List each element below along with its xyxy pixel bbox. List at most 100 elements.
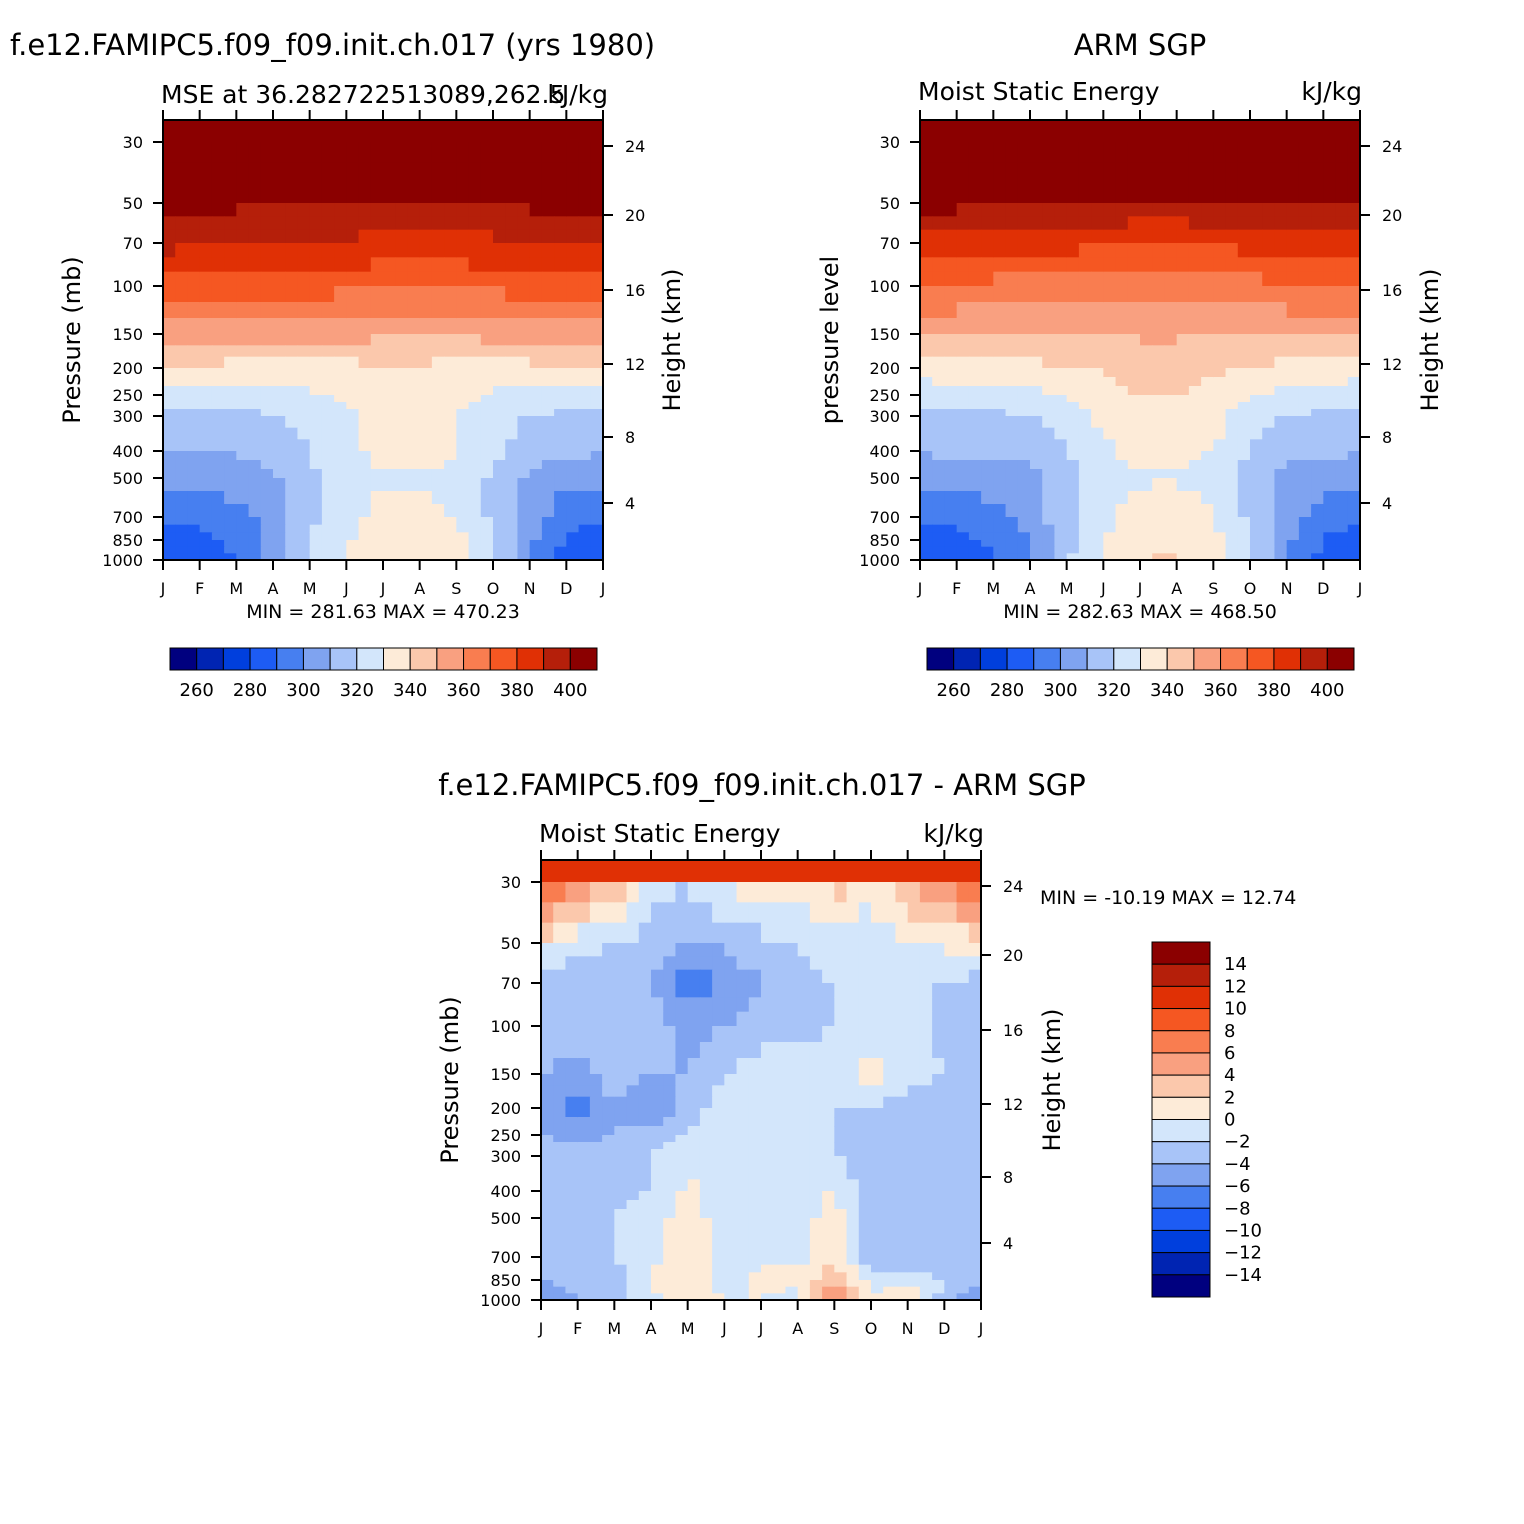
- heatmap-cell: [211, 142, 225, 163]
- heatmap-cell: [1164, 286, 1178, 303]
- heatmap-cell: [1213, 517, 1227, 526]
- y-tick-label: 850: [490, 1271, 521, 1290]
- heatmap-cell: [1311, 402, 1324, 410]
- heatmap-cell: [944, 997, 958, 1013]
- heatmap-cell: [1030, 386, 1043, 396]
- heatmap-cell: [529, 368, 543, 378]
- heatmap-cell: [444, 491, 457, 505]
- heatmap-cell: [1323, 416, 1337, 429]
- heatmap-cell: [1017, 469, 1031, 479]
- heatmap-cell: [1237, 546, 1251, 554]
- heatmap-cell: [1213, 216, 1227, 231]
- heatmap-cell: [981, 162, 994, 184]
- heatmap-cell: [1286, 229, 1300, 244]
- heatmap-cell: [699, 1218, 713, 1232]
- heatmap-cell: [1054, 142, 1068, 163]
- heatmap-cell: [944, 1156, 958, 1169]
- heatmap-cell: [334, 162, 347, 184]
- heatmap-cell: [736, 1085, 750, 1098]
- heatmap-cell: [1164, 409, 1178, 417]
- heatmap-cell: [614, 882, 628, 903]
- heatmap-cell: [419, 334, 433, 346]
- heatmap-cell: [554, 257, 567, 273]
- heatmap-cell: [614, 1167, 628, 1180]
- heatmap-cell: [175, 540, 189, 548]
- heatmap-cell: [224, 386, 237, 396]
- y-tick-label: 30: [880, 133, 900, 152]
- heatmap-cell: [1164, 402, 1178, 410]
- heatmap-cell: [944, 460, 958, 470]
- heatmap-cell: [505, 257, 519, 273]
- heatmap-cell: [285, 546, 299, 554]
- heatmap-cell: [1176, 345, 1190, 358]
- heatmap-cell: [480, 377, 494, 387]
- heatmap-cell: [724, 956, 738, 971]
- heatmap-cell: [493, 409, 506, 417]
- heatmap-cell: [1152, 334, 1166, 346]
- heatmap-cell: [1225, 460, 1239, 470]
- heatmap-cell: [1286, 416, 1300, 429]
- heatmap-cell: [468, 540, 482, 548]
- heatmap-cell: [834, 983, 848, 998]
- heatmap-cell: [920, 491, 933, 505]
- heatmap-cell: [944, 882, 958, 903]
- y-tick-label: 100: [112, 277, 143, 296]
- heatmap-cell: [1237, 402, 1251, 410]
- heatmap-cell: [712, 1011, 725, 1027]
- heatmap-cell: [932, 882, 945, 903]
- heatmap-cell: [505, 517, 519, 526]
- heatmap-cell: [1140, 409, 1153, 417]
- heatmap-cell: [444, 216, 457, 231]
- heatmap-cell: [589, 983, 603, 998]
- heatmap-cell: [797, 882, 811, 903]
- heatmap-cell: [602, 1264, 615, 1273]
- heatmap-cell: [822, 1074, 835, 1086]
- min-max-stats: MIN = -10.19 MAX = 12.74: [1040, 887, 1296, 909]
- heatmap-cell: [590, 540, 603, 548]
- heatmap-cell: [541, 1142, 554, 1150]
- heatmap-cell: [699, 1280, 713, 1288]
- heatmap-cell: [407, 427, 421, 440]
- heatmap-cell: [541, 1272, 554, 1281]
- heatmap-cell: [285, 302, 299, 319]
- heatmap-cell: [321, 302, 335, 319]
- heatmap-cell: [1054, 203, 1068, 217]
- heatmap-cell: [1164, 427, 1178, 440]
- heatmap-cell: [187, 460, 201, 470]
- heatmap-cell: [1176, 229, 1190, 244]
- heatmap-cell: [1091, 416, 1104, 429]
- y-tick-label: 70: [501, 974, 521, 993]
- heatmap-cell: [1066, 409, 1080, 417]
- heatmap-cell: [1335, 334, 1349, 346]
- heatmap-cell: [1140, 318, 1153, 335]
- heatmap-cell: [456, 491, 470, 505]
- heatmap-cell: [895, 1117, 909, 1127]
- heatmap-cell: [920, 368, 933, 378]
- heatmap-cell: [260, 409, 274, 417]
- heatmap-cell: [761, 943, 774, 957]
- heatmap-cell: [956, 386, 970, 396]
- heatmap-cell: [1030, 334, 1043, 346]
- heatmap-cell: [773, 1149, 787, 1157]
- heatmap-cell: [724, 969, 738, 984]
- heatmap-cell: [602, 1156, 615, 1169]
- y-tick-label: 700: [112, 508, 143, 527]
- heatmap-cell: [932, 1231, 945, 1245]
- heatmap-cell: [370, 409, 384, 417]
- heatmap-cell: [224, 469, 237, 479]
- heatmap-cell: [883, 1209, 897, 1219]
- heatmap-cell: [1213, 504, 1227, 518]
- heatmap-cell: [456, 216, 470, 231]
- heatmap-cell: [1311, 409, 1324, 417]
- heatmap-cell: [1078, 243, 1092, 258]
- heatmap-cell: [1091, 469, 1104, 479]
- heatmap-cell: [589, 1096, 603, 1109]
- y-axis-label: Pressure (mb): [58, 256, 86, 423]
- heatmap-cell: [505, 356, 519, 369]
- heatmap-cell: [541, 902, 554, 924]
- heatmap-cell: [663, 1272, 677, 1281]
- heatmap-cell: [578, 318, 592, 335]
- heatmap-cell: [761, 956, 774, 971]
- heatmap-cell: [773, 882, 787, 903]
- heatmap-cell: [1274, 460, 1288, 470]
